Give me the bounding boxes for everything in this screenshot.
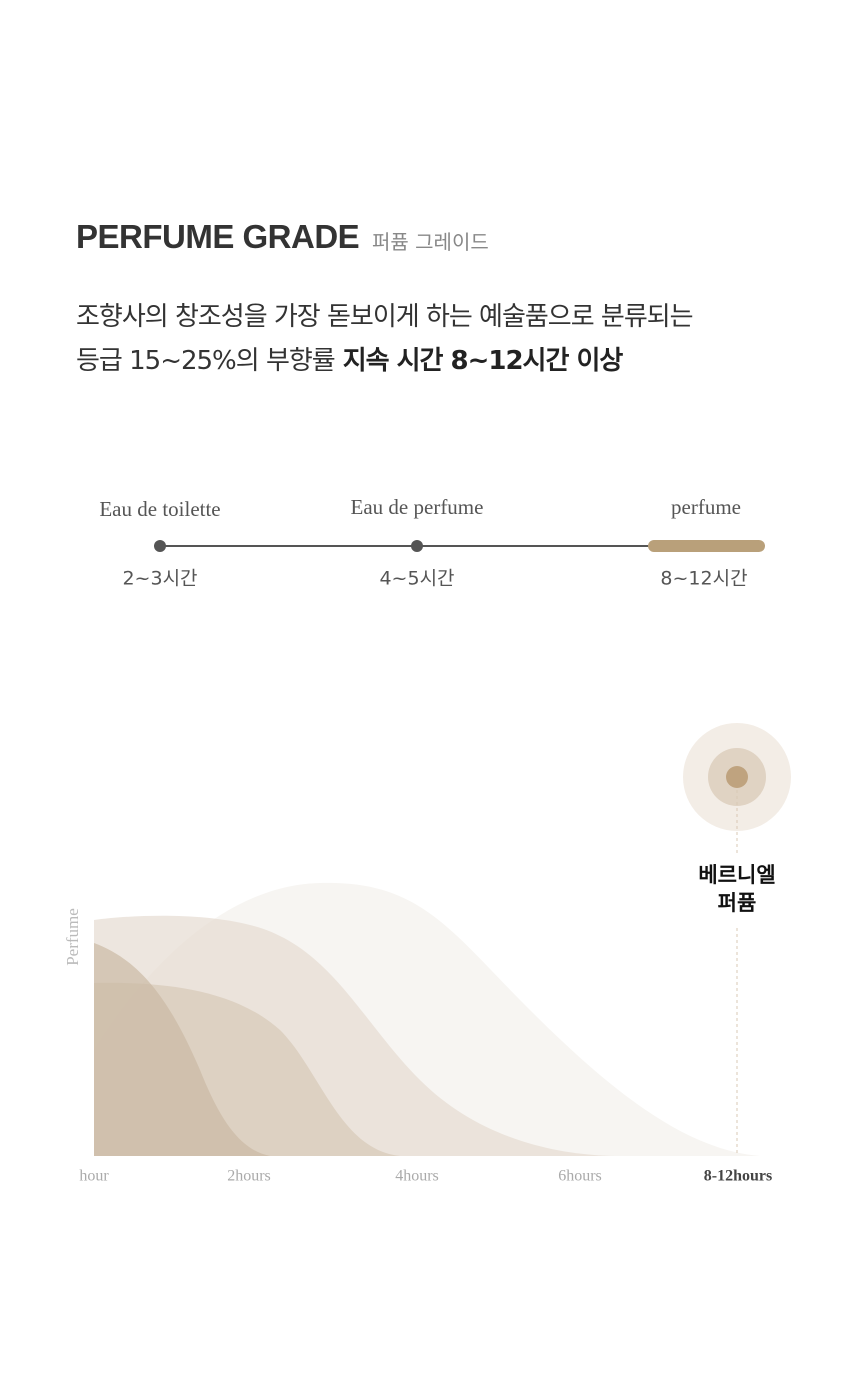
x-label: 6hours xyxy=(558,1168,602,1185)
grade-name: Eau de perfume xyxy=(351,495,484,519)
description-bold: 지속 시간 8~12시간 이상 xyxy=(342,346,624,376)
grade-name: perfume xyxy=(671,495,741,519)
callout-text: 퍼퓸 xyxy=(718,891,757,915)
x-label: 8-12hours xyxy=(704,1168,772,1185)
scale-dot xyxy=(411,540,423,552)
description-text: 등급 15~25%의 부향률 xyxy=(76,346,336,376)
grade-duration: 8~12시간 xyxy=(660,568,747,590)
grade-name: Eau de toilette xyxy=(99,497,220,521)
y-axis-label: Perfume xyxy=(63,908,82,966)
marker-dot xyxy=(726,766,748,788)
x-label: 2hours xyxy=(227,1168,271,1185)
grade-duration: 4~5시간 xyxy=(379,568,454,590)
subtitle: 퍼퓸 그레이드 xyxy=(372,230,489,254)
x-label: hour xyxy=(79,1168,109,1185)
description-line: 등급 15~25%의 부향률 지속 시간 8~12시간 이상 xyxy=(76,340,624,377)
description-line: 조향사의 창조성을 가장 돋보이게 하는 예술품으로 분류되는 xyxy=(76,302,694,332)
title: PERFUME GRADE xyxy=(76,218,360,255)
grade-duration: 2~3시간 xyxy=(122,568,197,590)
curve xyxy=(94,943,270,1156)
scale-dot xyxy=(154,540,166,552)
callout-text: 베르니엘 xyxy=(698,863,775,887)
x-label: 4hours xyxy=(395,1168,439,1185)
